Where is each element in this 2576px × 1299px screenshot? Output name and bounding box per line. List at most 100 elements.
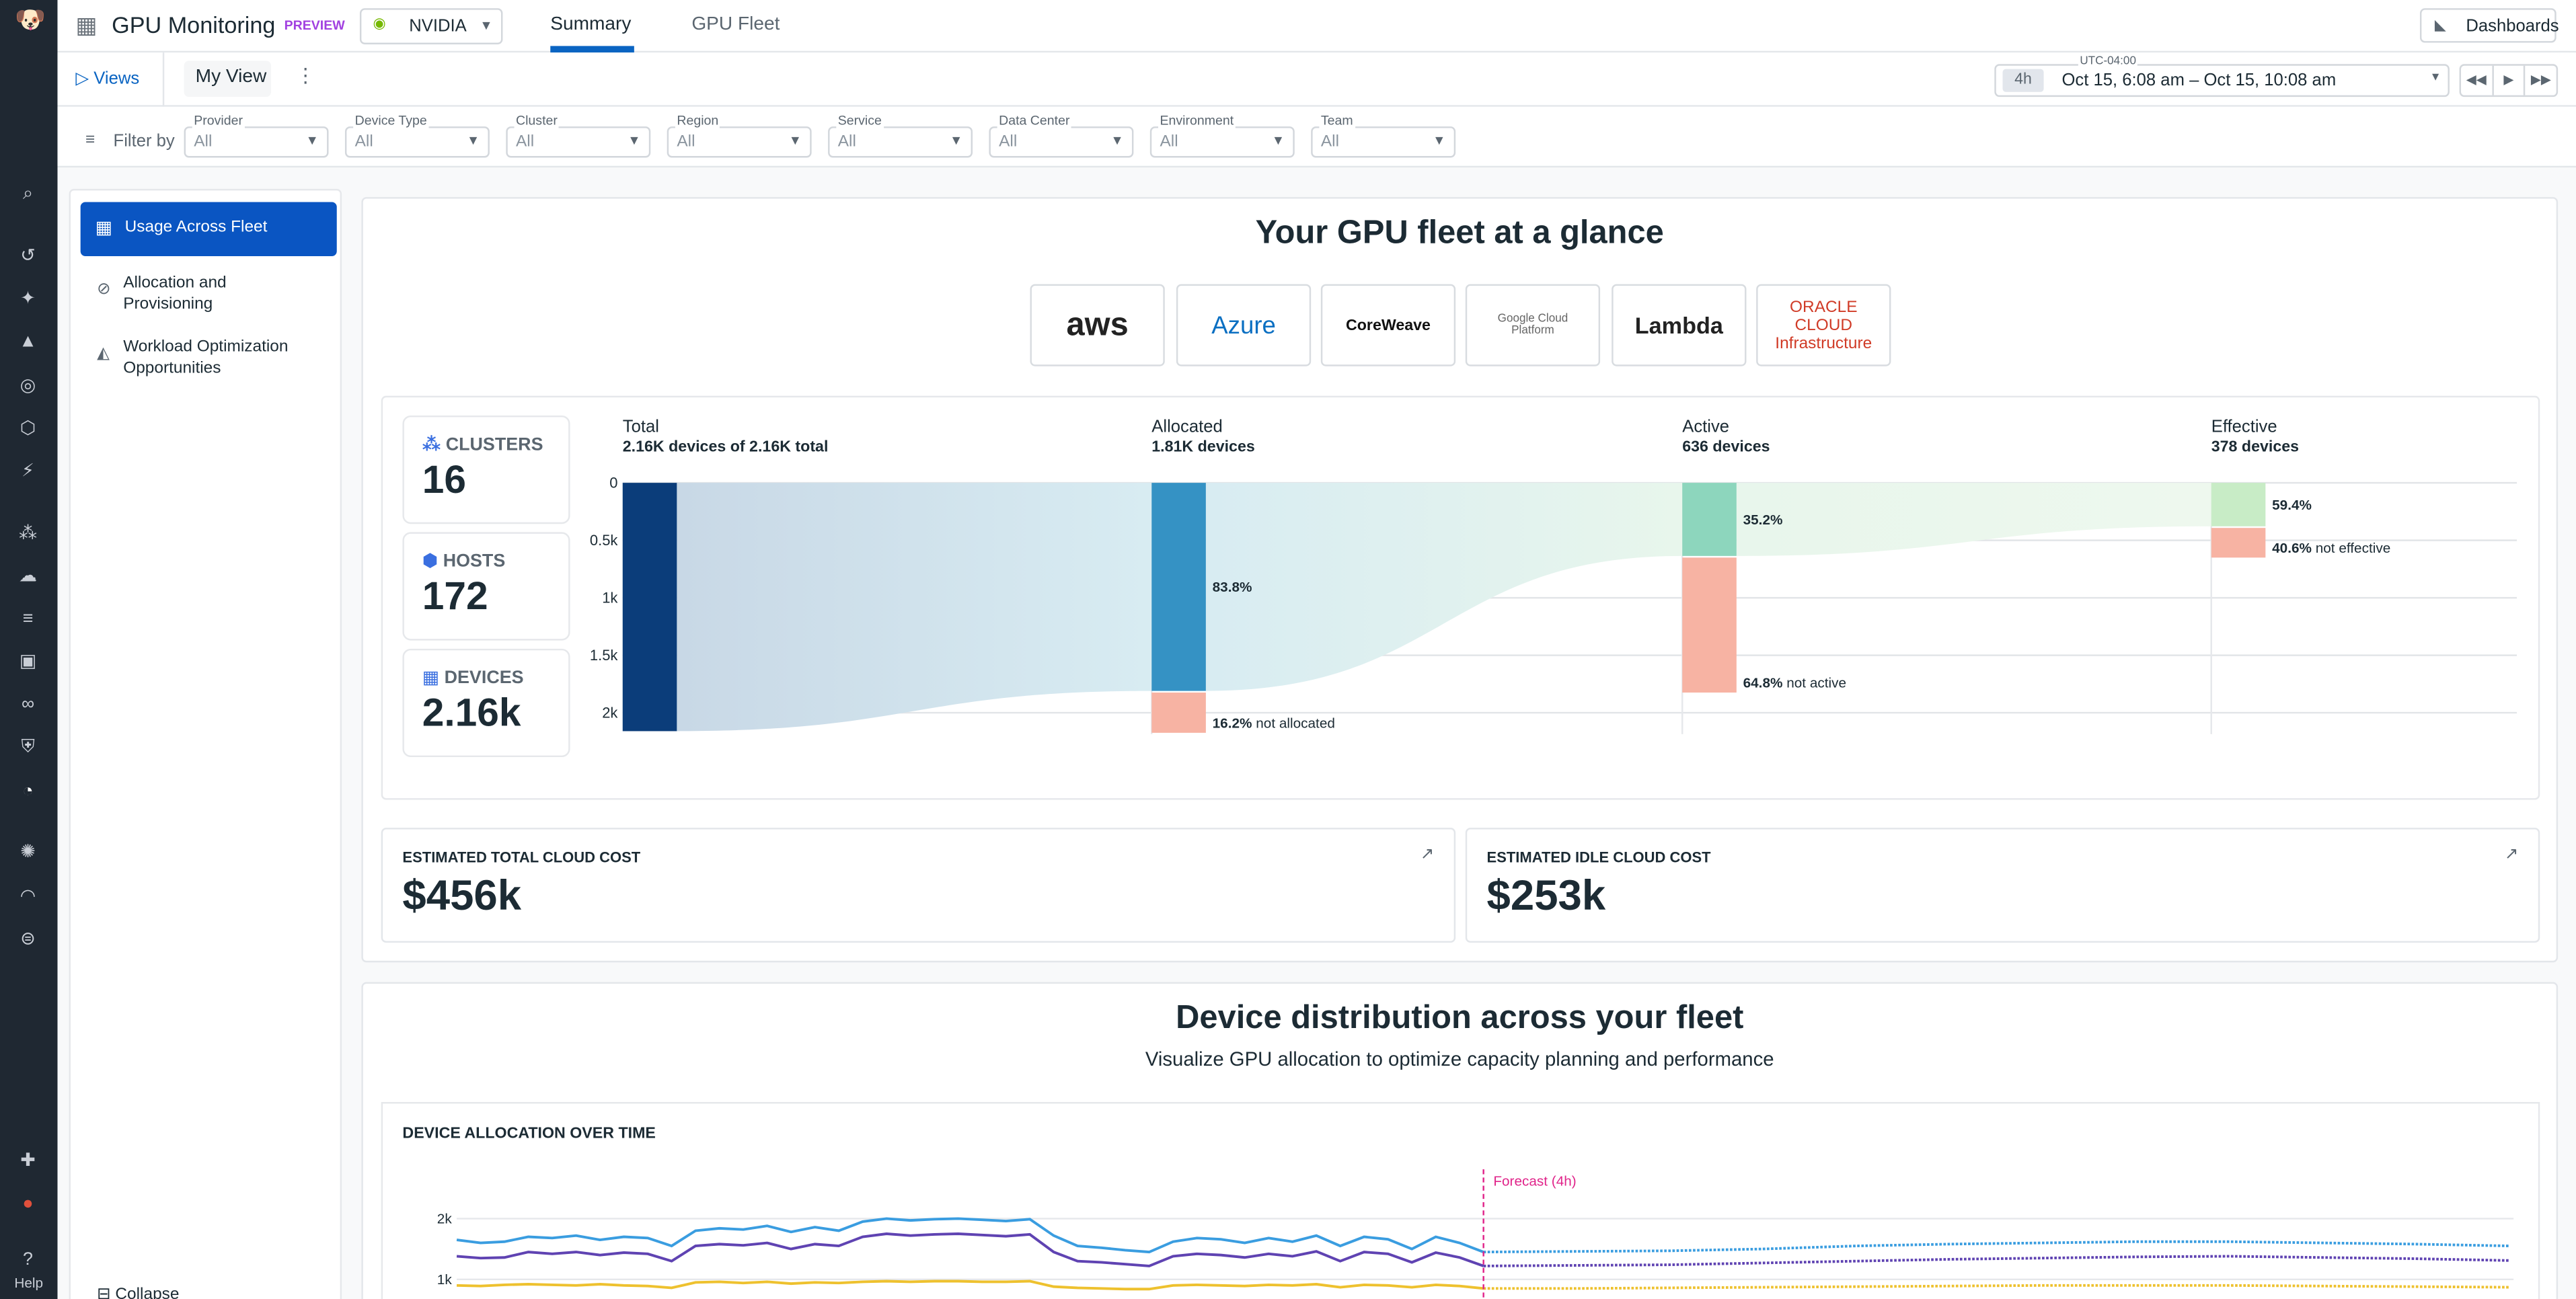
- infrastructure-icon[interactable]: ⬡: [20, 418, 36, 439]
- filter-provider[interactable]: Provider All ▼: [184, 113, 329, 158]
- notebook-icon[interactable]: ⊜: [20, 929, 36, 949]
- funnel-remainder-bar: [2211, 528, 2266, 558]
- views-button[interactable]: ▷ Views: [75, 69, 139, 89]
- percent-label: 83.8%: [1213, 580, 1252, 595]
- integrations-icon[interactable]: ⁂: [19, 524, 37, 544]
- dashboards-button[interactable]: ◣ Dashboards: [2419, 8, 2559, 43]
- filter-value: All: [1320, 132, 1340, 151]
- filter-label: Cluster: [514, 113, 560, 128]
- aws-logo: aws: [1030, 284, 1165, 366]
- total-cost-label: ESTIMATED TOTAL CLOUD COST: [402, 849, 641, 866]
- more-options-icon[interactable]: ⋮: [295, 64, 315, 87]
- filter-value: All: [999, 132, 1018, 151]
- link-icon[interactable]: ∞: [21, 695, 35, 715]
- speed-icon[interactable]: ◠: [20, 887, 36, 907]
- active-tab-indicator: [550, 46, 634, 53]
- filter-label: Region: [675, 113, 720, 128]
- timezone-label: UTC-04:00: [2078, 56, 2138, 68]
- dashboards-icon[interactable]: ▲: [19, 331, 37, 352]
- chevron-down-icon: ▼: [466, 132, 480, 148]
- vendor-select[interactable]: ◉ NVIDIA ▼: [359, 8, 503, 44]
- funnel-remainder-bar: [1682, 557, 1737, 693]
- collapse-button[interactable]: ⊟ Collapse: [97, 1286, 179, 1299]
- gpu-chip-icon: ▦: [75, 11, 98, 38]
- page-title: GPU Monitoring: [112, 11, 276, 38]
- sidebar-item-label: Workload Optimization Opportunities: [123, 338, 289, 378]
- recent-icon[interactable]: ↺: [20, 246, 36, 266]
- filter-value: All: [677, 132, 695, 151]
- vendor-value: NVIDIA: [409, 16, 467, 36]
- chevron-down-icon: ▼: [1110, 132, 1124, 148]
- funnel-bar-allocated: [1151, 483, 1206, 691]
- help-icon[interactable]: ?: [23, 1249, 34, 1270]
- sparkle-icon[interactable]: ✦: [20, 288, 36, 309]
- column-total: Total 2.16K devices of 2.16K total: [622, 417, 829, 457]
- search-icon[interactable]: ⌕: [22, 184, 34, 204]
- filter-value: All: [515, 132, 535, 151]
- clusters-stat: ⁂ CLUSTERS 16: [402, 415, 570, 524]
- filter-value: All: [354, 132, 373, 151]
- series-line-1: [456, 1232, 1484, 1267]
- security-icon[interactable]: ⛨: [21, 737, 35, 758]
- funnel-bar-effective: [2211, 483, 2266, 526]
- monitors-icon[interactable]: ◎: [20, 376, 36, 396]
- gpu-monitoring-icon[interactable]: ◔: [22, 781, 34, 801]
- percent-label: 59.4%: [2272, 498, 2312, 513]
- synthetics-icon[interactable]: ▣: [19, 652, 37, 672]
- logs-icon[interactable]: ≡: [22, 609, 34, 629]
- funnel-bar-total: [622, 483, 677, 732]
- fast-forward-icon[interactable]: ▶▶: [2530, 72, 2551, 87]
- chevron-down-icon: ▼: [1271, 132, 1285, 148]
- filter-service[interactable]: Service All ▼: [828, 113, 973, 158]
- chevron-down-icon: ▼: [480, 17, 493, 33]
- tab-gpu-fleet[interactable]: GPU Fleet: [691, 14, 780, 35]
- sidebar-item-usage-across-fleet[interactable]: ▦ Usage Across Fleet: [80, 202, 337, 257]
- help-label[interactable]: Help: [14, 1274, 44, 1291]
- chevron-down-icon: ▼: [950, 132, 963, 148]
- y-tick-label: 1.5k: [590, 647, 619, 664]
- tab-summary[interactable]: Summary: [550, 14, 632, 35]
- idle-cost-value: $253k: [1486, 870, 1606, 920]
- apm-icon[interactable]: ⚡: [22, 461, 34, 481]
- dashboards-label: Dashboards: [2466, 16, 2559, 36]
- filter-region[interactable]: Region All ▼: [667, 113, 812, 158]
- filter-environment[interactable]: Environment All ▼: [1149, 113, 1295, 158]
- rewind-icon[interactable]: ◀◀: [2461, 65, 2494, 95]
- external-link-icon[interactable]: ↗: [2505, 845, 2519, 864]
- allocation-icon: ⊘: [97, 280, 111, 299]
- nvidia-logo-icon: ◉: [373, 14, 386, 32]
- bug-icon[interactable]: ✺: [20, 842, 36, 863]
- global-nav: 🐶 ⌕ ↺ ✦ ▲ ◎ ⬡ ⚡ ⁂ ☁ ≡ ▣ ∞ ⛨ ◔ ✺ ◠ ⊜ ✚ ● …: [0, 0, 58, 1299]
- cloud-icon[interactable]: ☁: [19, 566, 37, 587]
- puzzle-icon[interactable]: ✚: [20, 1151, 36, 1171]
- hosts-icon: ⬢: [422, 551, 443, 572]
- column-active: Active 636 devices: [1682, 417, 1770, 457]
- play-icon[interactable]: ▶: [2493, 65, 2526, 95]
- lambda-logo: Lambda: [1612, 284, 1747, 366]
- idle-cost-card: ESTIMATED IDLE CLOUD COST $253k ↗: [1465, 828, 2540, 943]
- filter-device-type[interactable]: Device Type All ▼: [344, 113, 490, 158]
- filter-team[interactable]: Team All ▼: [1311, 113, 1456, 158]
- user-avatar-icon[interactable]: ●: [22, 1193, 34, 1214]
- preview-badge: PREVIEW: [284, 17, 345, 33]
- filter-data-center[interactable]: Data Center All ▼: [989, 113, 1134, 158]
- filter-label: Provider: [192, 113, 245, 128]
- my-view-button[interactable]: My View: [184, 61, 272, 97]
- filter-value: All: [1160, 132, 1178, 151]
- coreweave-logo: CoreWeave: [1320, 284, 1456, 366]
- time-range-picker[interactable]: UTC-04:00 4h Oct 15, 6:08 am – Oct 15, 1…: [1994, 56, 2450, 97]
- filter-by-label: Filter by: [113, 131, 175, 151]
- filter-cluster[interactable]: Cluster All ▼: [506, 113, 651, 158]
- collapse-icon: ⊟: [97, 1286, 116, 1299]
- idle-cost-label: ESTIMATED IDLE CLOUD COST: [1486, 849, 1711, 866]
- section-sidebar: [69, 188, 342, 1299]
- filter-value: All: [837, 132, 856, 151]
- external-link-icon[interactable]: ↗: [1420, 845, 1435, 864]
- panel-icon: ▷: [75, 69, 94, 89]
- sidebar-item-workload-optimization[interactable]: ◭ Workload Optimization Opportunities: [81, 337, 337, 380]
- divider: [162, 52, 165, 107]
- sidebar-item-allocation-and-provisioning[interactable]: ⊘ Allocation and Provisioning: [81, 272, 337, 315]
- datadog-logo-icon[interactable]: 🐶: [14, 6, 46, 35]
